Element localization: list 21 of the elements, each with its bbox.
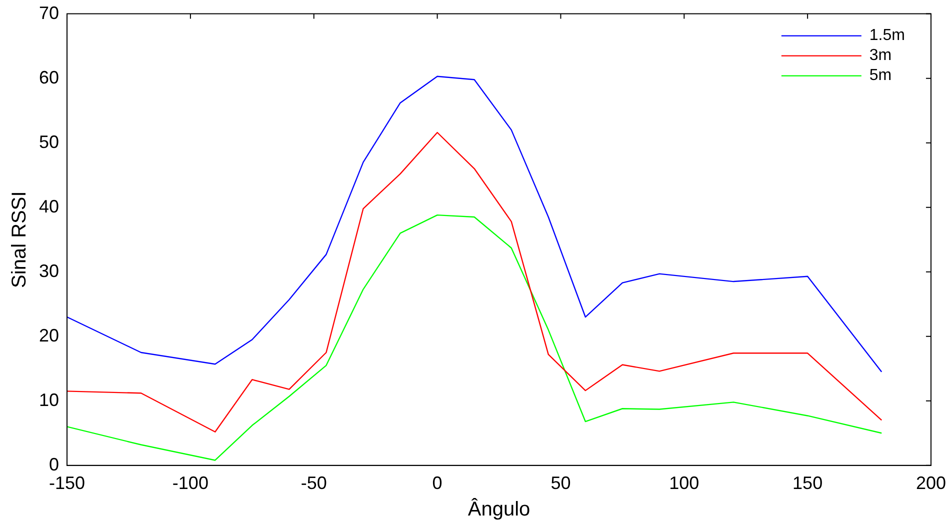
y-tick-label: 30 — [38, 260, 60, 281]
y-tick-label: 60 — [38, 67, 60, 88]
x-tick-label: 200 — [916, 473, 946, 494]
y-tick-label: 10 — [38, 390, 60, 410]
y-tick-label: 40 — [38, 196, 60, 216]
y-tick-label: 50 — [38, 132, 60, 152]
y-axis-title: Sinal RSSI — [8, 191, 31, 288]
legend-label: 3m — [869, 47, 892, 64]
x-tick-label: -150 — [49, 473, 86, 494]
y-tick-label: 70 — [38, 2, 60, 23]
x-tick-label: 0 — [432, 473, 442, 494]
y-tick-label: 20 — [38, 325, 60, 346]
x-tick-label: 150 — [792, 473, 823, 494]
legend-label: 1.5m — [869, 27, 905, 44]
x-axis-title: Ângulo — [468, 498, 530, 521]
y-tick-label: 0 — [49, 454, 60, 474]
x-tick-label: 100 — [669, 473, 700, 494]
x-tick-label: 50 — [550, 473, 571, 494]
x-tick-label: -100 — [172, 473, 208, 494]
legend-label: 5m — [869, 67, 892, 84]
x-tick-label: -50 — [300, 473, 327, 494]
